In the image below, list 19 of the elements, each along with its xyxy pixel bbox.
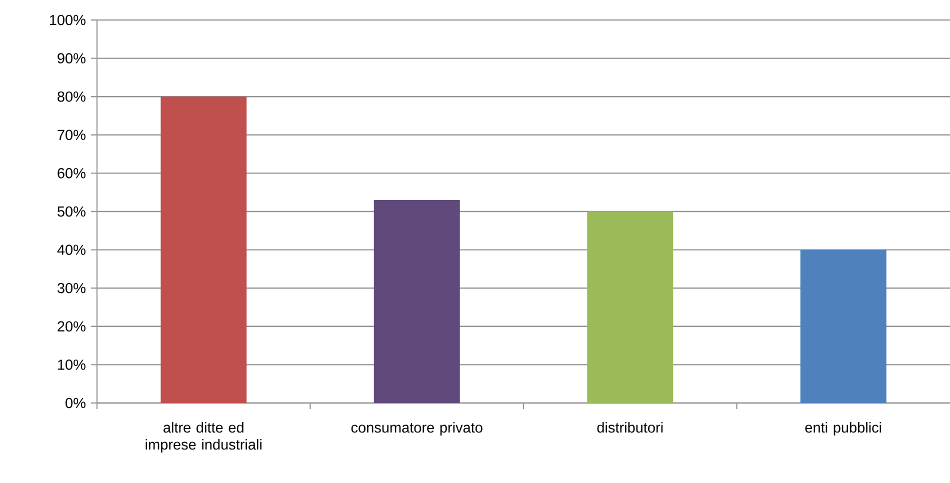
y-tick-label: 30%	[58, 282, 86, 294]
x-tick-label: distributori	[597, 422, 663, 433]
y-tick-label: 70%	[58, 130, 86, 140]
x-tick-label: enti pubblici	[805, 422, 882, 436]
y-tick-label: 100%	[50, 14, 86, 26]
y-tick-label: 60%	[58, 168, 86, 178]
y-tick-label: 20%	[58, 321, 86, 332]
y-tick-label: 90%	[58, 53, 86, 64]
x-tick-label: altre ditte ed imprese industriali	[146, 422, 262, 453]
bar	[374, 200, 460, 403]
bar	[800, 250, 886, 403]
y-tick-label: 80%	[58, 91, 86, 102]
x-tick-label: consumatore privato	[351, 422, 482, 436]
bar	[160, 96, 247, 403]
y-tick-label: 10%	[58, 360, 86, 370]
bar	[587, 212, 674, 403]
y-tick-label: 40%	[57, 244, 86, 255]
y-tick-label: 50%	[58, 206, 86, 217]
y-tick-label: 0%	[66, 398, 86, 408]
